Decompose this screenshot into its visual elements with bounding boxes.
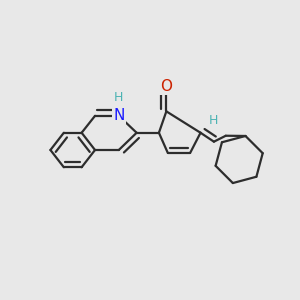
Text: H: H: [114, 92, 124, 104]
Text: H: H: [209, 114, 219, 127]
Text: N: N: [113, 108, 124, 123]
Text: O: O: [160, 79, 172, 94]
